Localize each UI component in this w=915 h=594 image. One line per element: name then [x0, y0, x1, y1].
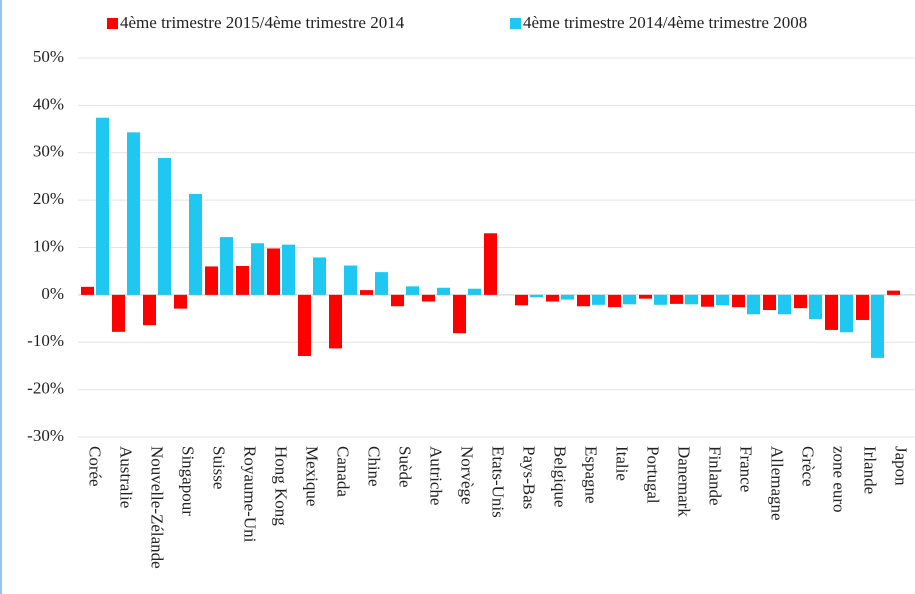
legend-swatch	[510, 18, 521, 29]
y-tick-label: 20%	[33, 189, 64, 208]
bar	[701, 294, 714, 307]
bar	[468, 288, 481, 295]
bar	[329, 294, 342, 349]
x-tick-label: Danemark	[675, 446, 694, 517]
bar	[127, 132, 140, 295]
bar	[778, 294, 791, 315]
bar	[639, 294, 652, 299]
bar	[220, 237, 233, 295]
bar	[422, 294, 435, 302]
bar	[344, 265, 357, 295]
bar	[143, 294, 156, 326]
x-tick-label: Grèce	[799, 446, 818, 487]
bar	[298, 294, 311, 356]
x-tick-label: Singapour	[179, 446, 198, 516]
bar	[174, 294, 187, 309]
bar	[484, 233, 497, 295]
x-tick-label: Irlande	[861, 446, 880, 494]
x-tick-label: Italie	[613, 446, 632, 481]
bar	[267, 248, 280, 295]
bar	[608, 294, 621, 308]
bar	[437, 287, 450, 295]
bar	[282, 244, 295, 295]
bar	[623, 294, 636, 305]
bar	[887, 290, 900, 295]
x-tick-label: Espagne	[582, 446, 601, 504]
x-tick-label: Japon	[892, 446, 911, 486]
bar	[453, 294, 466, 334]
x-tick-label: Pays-Bas	[520, 446, 539, 509]
bar	[391, 294, 404, 307]
x-tick-label: Allemagne	[768, 446, 787, 521]
x-tick-label: Portugal	[644, 446, 663, 504]
bar	[561, 294, 574, 300]
bar	[112, 294, 125, 332]
bar	[530, 294, 543, 298]
bar	[96, 117, 109, 295]
bar	[205, 266, 218, 295]
bar	[158, 157, 171, 295]
legend-label: 4ème trimestre 2015/4ème trimestre 2014	[120, 13, 405, 32]
bar	[840, 294, 853, 333]
bar	[809, 294, 822, 320]
x-tick-label: zone euro	[830, 446, 849, 513]
bar	[236, 265, 249, 295]
x-tick-label: Royaume-Uni	[241, 446, 260, 543]
bar	[732, 294, 745, 308]
x-tick-label: Canada	[334, 446, 353, 497]
bar	[189, 193, 202, 295]
bar	[251, 243, 264, 295]
legend-label: 4ème trimestre 2014/4ème trimestre 2008	[523, 13, 807, 32]
bar	[825, 294, 838, 330]
bar	[670, 294, 683, 304]
bar	[515, 294, 528, 306]
bar	[794, 294, 807, 309]
y-tick-label: 10%	[33, 236, 64, 255]
y-tick-label: -10%	[27, 331, 64, 350]
x-tick-label: Mexique	[303, 446, 322, 506]
x-tick-label: Suisse	[210, 446, 229, 489]
bar	[592, 294, 605, 305]
bar	[313, 257, 326, 295]
bar	[375, 272, 388, 295]
x-tick-label: Corée	[86, 446, 105, 487]
bar	[871, 294, 884, 358]
x-tick-label: Nouvelle-Zélande	[148, 446, 167, 569]
x-tick-label: Belgique	[551, 446, 570, 507]
bar	[654, 294, 667, 305]
y-tick-label: 40%	[33, 94, 64, 113]
x-tick-label: Hong Kong	[272, 446, 291, 526]
bar	[856, 294, 869, 320]
x-tick-label: Etats-Unis	[489, 446, 508, 518]
y-tick-label: 0%	[41, 284, 64, 303]
y-tick-label: -30%	[27, 426, 64, 445]
bar	[360, 290, 373, 295]
bar	[685, 294, 698, 305]
bar	[577, 294, 590, 307]
x-tick-label: Australie	[117, 446, 136, 508]
bar	[81, 286, 94, 295]
y-tick-label: -20%	[27, 379, 64, 398]
x-tick-label: Norvège	[458, 446, 477, 505]
y-tick-label: 50%	[33, 47, 64, 66]
x-tick-label: Finlande	[706, 446, 725, 506]
bar	[716, 294, 729, 306]
y-tick-label: 30%	[33, 142, 64, 161]
x-tick-label: Autriche	[427, 446, 446, 505]
x-tick-label: France	[737, 446, 756, 492]
legend-swatch	[107, 18, 118, 29]
bar	[546, 294, 559, 302]
x-tick-label: Suède	[396, 446, 415, 488]
bar	[763, 294, 776, 311]
x-tick-label: Chine	[365, 446, 384, 487]
bar	[406, 286, 419, 295]
bar	[747, 294, 760, 315]
